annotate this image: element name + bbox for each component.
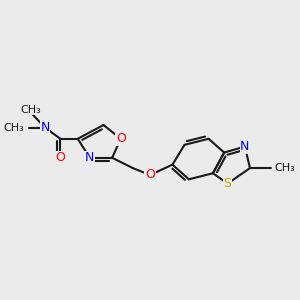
Text: N: N bbox=[240, 140, 250, 153]
Text: N: N bbox=[85, 151, 94, 164]
Text: N: N bbox=[40, 121, 50, 134]
Text: O: O bbox=[145, 169, 155, 182]
Text: O: O bbox=[56, 151, 65, 164]
Text: S: S bbox=[224, 177, 232, 190]
Text: CH₃: CH₃ bbox=[4, 123, 24, 133]
Text: O: O bbox=[116, 132, 126, 145]
Text: CH₃: CH₃ bbox=[274, 163, 295, 173]
Text: CH₃: CH₃ bbox=[21, 104, 41, 115]
